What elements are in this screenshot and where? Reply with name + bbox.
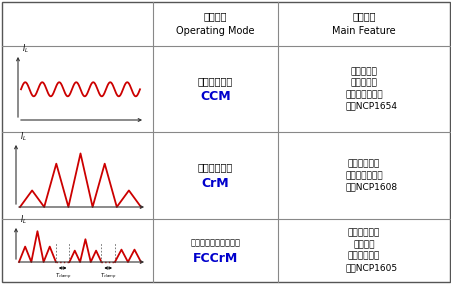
Text: 频率钓位临界导电模式: 频率钓位临界导电模式 <box>190 238 240 247</box>
Text: 电感値最大: 电感値最大 <box>350 79 377 88</box>
Text: $I_L$: $I_L$ <box>22 43 29 55</box>
Text: 频率受限: 频率受限 <box>353 240 374 249</box>
Text: 开关频率不固定: 开关频率不固定 <box>345 171 382 180</box>
Text: 如：NCP1654: 如：NCP1654 <box>345 102 397 111</box>
Text: Main Feature: Main Feature <box>331 26 395 36</box>
Text: CrM: CrM <box>201 177 229 190</box>
Text: 工作模式: 工作模式 <box>203 11 227 21</box>
Text: 均方根电流最小: 均方根电流最小 <box>345 90 382 99</box>
Text: Operating Mode: Operating Mode <box>176 26 254 36</box>
Text: 主要特征: 主要特征 <box>351 11 375 21</box>
Text: 临界导电模式: 临界导电模式 <box>198 162 233 172</box>
Text: 线圈电感降低: 线圈电感降低 <box>347 252 379 261</box>
Text: $T_{clamp}$: $T_{clamp}$ <box>55 272 71 282</box>
Text: 大均方根电流: 大均方根电流 <box>347 229 379 238</box>
Text: 如：NCP1605: 如：NCP1605 <box>345 263 397 272</box>
Text: 大均方根电流: 大均方根电流 <box>347 160 379 168</box>
Text: 总是硬开关: 总是硬开关 <box>350 67 377 76</box>
Text: 如：NCP1608: 如：NCP1608 <box>345 183 397 191</box>
Text: 连续导电模式: 连续导电模式 <box>198 76 233 86</box>
Text: FCCrM: FCCrM <box>193 252 238 265</box>
Text: $I_L$: $I_L$ <box>20 214 27 226</box>
Text: $T_{clamp}$: $T_{clamp}$ <box>100 272 116 282</box>
Text: CCM: CCM <box>200 91 230 103</box>
Text: $I_L$: $I_L$ <box>20 131 27 143</box>
